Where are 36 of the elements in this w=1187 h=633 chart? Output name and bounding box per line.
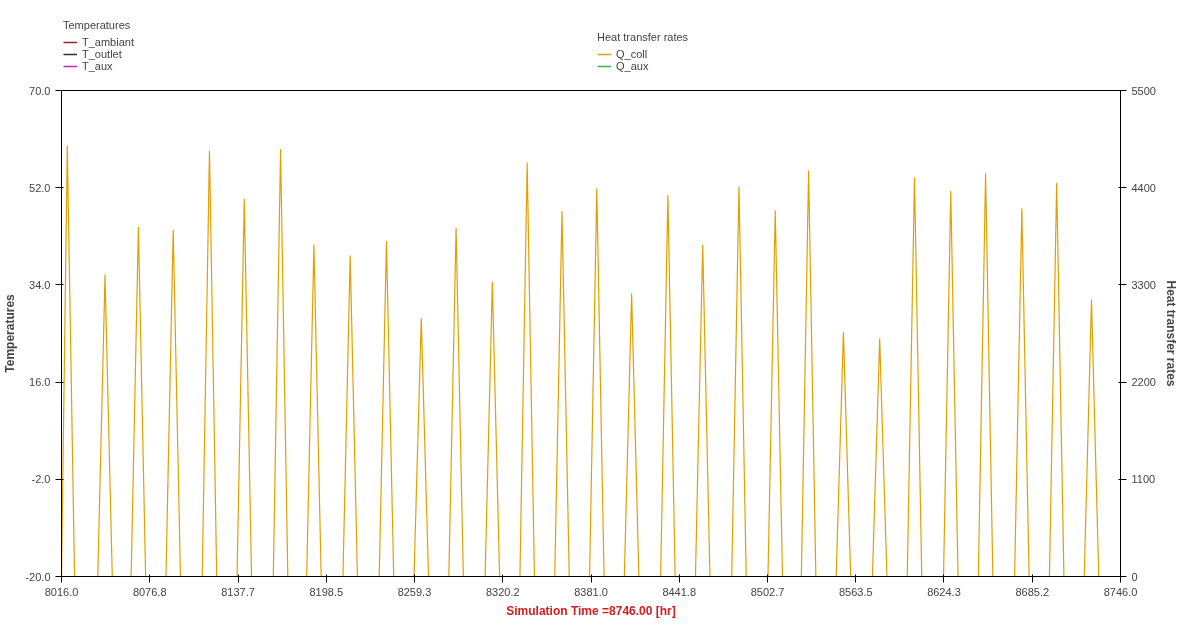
x-tick-label: 8259.3 xyxy=(397,585,432,598)
text: Heat transfer rates xyxy=(597,31,689,43)
y-tick-label: 34.0 xyxy=(29,278,51,291)
y-tick-label: 52.0 xyxy=(29,181,51,194)
y2-tick-label: 5500 xyxy=(1131,84,1156,97)
x-tick-label: 8624.3 xyxy=(927,585,961,598)
x-tick-label: 8198.5 xyxy=(309,585,344,598)
x-tick-label: 8746.0 xyxy=(1103,585,1138,598)
legend-label: Q_coll xyxy=(616,48,648,60)
x-tick-label: 8685.2 xyxy=(1015,585,1050,598)
x-tick-label: 8381.0 xyxy=(574,585,608,598)
y-axis-title: Temperatures xyxy=(3,293,18,373)
x-tick-label: 8441.8 xyxy=(662,585,697,598)
y-tick-label: 70.0 xyxy=(29,84,51,97)
y2-tick-label: 1100 xyxy=(1131,473,1156,486)
x-tick-label: 8320.2 xyxy=(485,585,520,598)
x-tick-label: 8076.8 xyxy=(132,585,167,598)
y2-tick-label: 3300 xyxy=(1131,278,1156,291)
y2-tick-label: 0 xyxy=(1131,570,1138,583)
x-tick-label: 8563.5 xyxy=(838,585,873,598)
legend-label: T_aux xyxy=(82,60,113,72)
legend-label: T_outlet xyxy=(82,48,122,60)
x-tick-label: 8137.7 xyxy=(221,585,255,598)
y-tick-label: -20.0 xyxy=(25,570,51,583)
x-axis-title: Simulation Time =8746.00 [hr] xyxy=(506,603,676,618)
y2-tick-label: 4400 xyxy=(1131,181,1156,194)
line-series xyxy=(61,145,1100,577)
y-tick-label: 16.0 xyxy=(29,376,51,389)
y2-tick-label: 2200 xyxy=(1131,376,1156,389)
y2-axis-title: Heat transfer rates xyxy=(1163,280,1178,387)
text: Temperatures xyxy=(63,19,131,31)
legend-label: T_ambiant xyxy=(82,36,134,48)
x-tick-label: 8016.0 xyxy=(44,585,79,598)
legend-label: Q_aux xyxy=(616,60,649,72)
x-tick-label: 8502.7 xyxy=(750,585,785,598)
y-tick-label: -2.0 xyxy=(31,473,51,486)
